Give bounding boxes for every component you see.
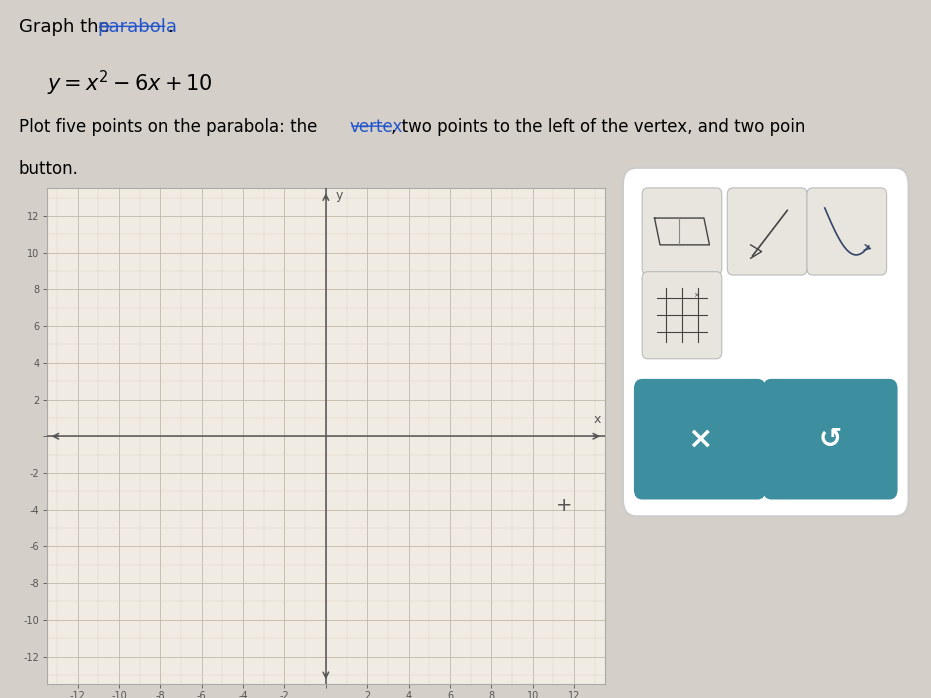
Text: +: + bbox=[556, 496, 572, 516]
Text: .: . bbox=[168, 18, 173, 36]
Text: $y=x^2-6x+10$: $y=x^2-6x+10$ bbox=[47, 69, 212, 98]
Text: y: y bbox=[335, 189, 343, 202]
Text: parabola: parabola bbox=[98, 18, 178, 36]
Text: , two points to the left of the vertex, and two poin: , two points to the left of the vertex, … bbox=[391, 118, 805, 136]
FancyBboxPatch shape bbox=[634, 379, 765, 500]
FancyBboxPatch shape bbox=[807, 188, 886, 275]
Text: ×: × bbox=[687, 424, 712, 454]
Text: ×: × bbox=[693, 292, 698, 298]
Text: Graph the: Graph the bbox=[19, 18, 115, 36]
Text: vertex: vertex bbox=[349, 118, 402, 136]
Text: x: x bbox=[593, 413, 600, 426]
FancyBboxPatch shape bbox=[642, 272, 722, 359]
Text: Plot five points on the parabola: the: Plot five points on the parabola: the bbox=[19, 118, 322, 136]
FancyBboxPatch shape bbox=[623, 168, 909, 517]
FancyBboxPatch shape bbox=[763, 379, 897, 500]
FancyBboxPatch shape bbox=[642, 188, 722, 275]
Text: button.: button. bbox=[19, 160, 78, 178]
FancyBboxPatch shape bbox=[727, 188, 807, 275]
Text: ↺: ↺ bbox=[818, 425, 842, 453]
